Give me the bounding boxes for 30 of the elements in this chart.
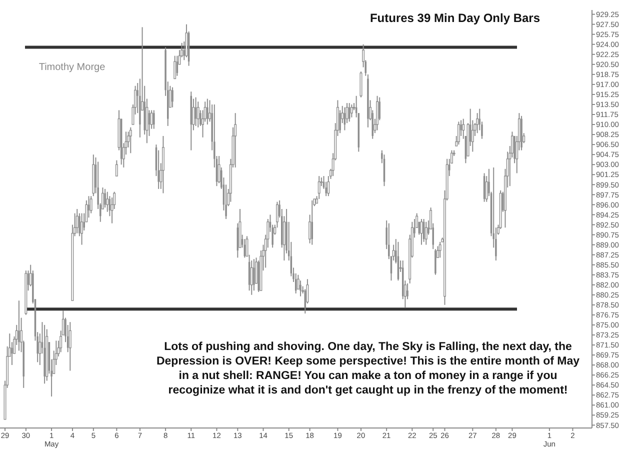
candlestick [115, 160, 118, 177]
candlestick [172, 86, 174, 108]
candlestick [129, 126, 132, 154]
candlestick [90, 196, 92, 214]
candlestick [174, 55, 176, 80]
candlestick [438, 241, 442, 258]
candlestick [376, 95, 378, 131]
candlestick [457, 121, 460, 146]
candlestick [206, 98, 208, 126]
candlestick [18, 300, 20, 352]
candlestick [318, 176, 320, 200]
candlestick [434, 248, 436, 276]
candlestick [88, 196, 90, 218]
candlestick [234, 112, 237, 168]
candlestick [76, 208, 78, 234]
candlestick [162, 135, 164, 194]
chart-title: Futures 39 Min Day Only Bars [370, 11, 540, 25]
candlestick [300, 280, 302, 297]
candlestick [106, 191, 109, 212]
candlestick [153, 110, 155, 130]
candlestick [253, 258, 255, 292]
annotation: Lots of pushing and shoving. One day, The Sky is Falling, the next day, the Depression is OVER! Keep some perspective! This is the entire month of May in a nut shell: RANGE! You can make a ton of money in a range if you recoginize what it is and don't get caught up in the frenzy of the moment! [156, 341, 580, 396]
candlestick [68, 322, 72, 372]
candlestick [80, 212, 84, 246]
candlestick [196, 101, 200, 128]
candlestick [104, 188, 106, 208]
annotation: Timothy Morge [38, 62, 106, 73]
candlestick [350, 104, 353, 118]
candlestick [476, 112, 479, 134]
candlestick [424, 221, 428, 246]
